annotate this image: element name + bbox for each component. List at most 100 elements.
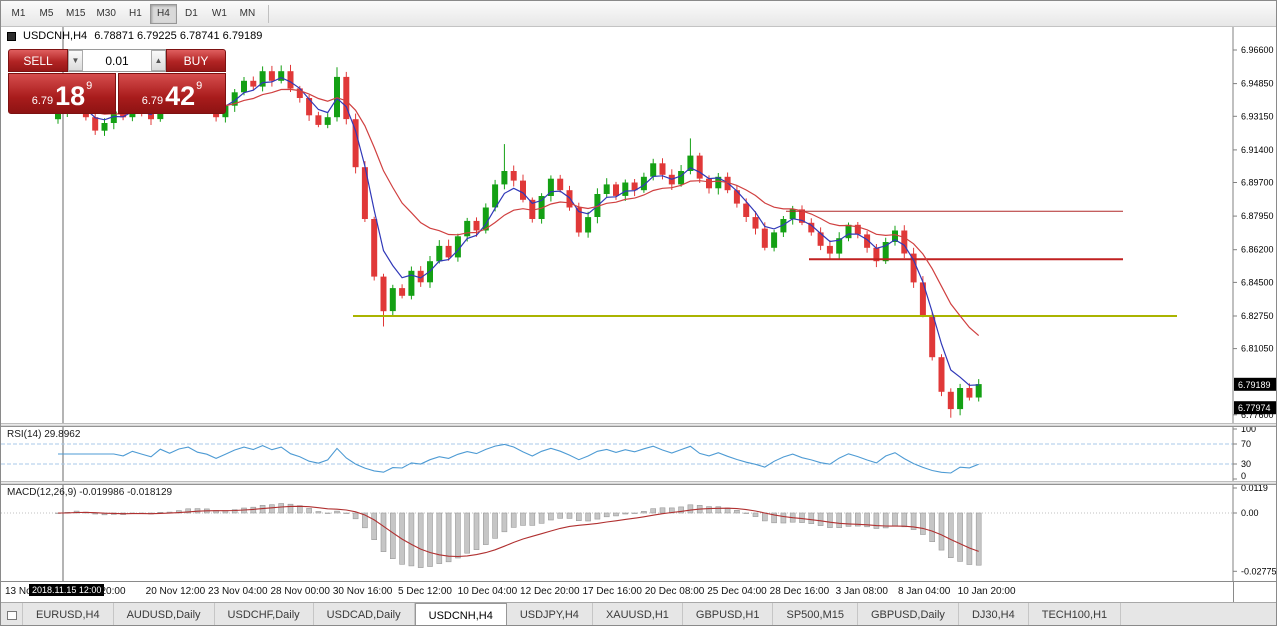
candle-body <box>250 80 257 87</box>
tab-xauusd-h1[interactable]: XAUUSD,H1 <box>593 603 683 625</box>
candle-body <box>259 71 266 87</box>
candle-body <box>780 219 787 233</box>
macd-bar <box>510 512 517 528</box>
volume-input[interactable] <box>83 50 151 71</box>
macd-bar <box>687 504 694 514</box>
price-axis-label: 6.91400 <box>1241 145 1274 155</box>
macd-bar <box>947 512 954 559</box>
panel-splitter[interactable] <box>1 481 1276 485</box>
volume-down-icon[interactable]: ▼ <box>68 50 83 71</box>
candle-body <box>947 391 954 410</box>
time-axis-label: 13 Nov <box>5 586 37 597</box>
candle-body <box>817 232 824 246</box>
macd-bar <box>622 512 629 515</box>
candle-body <box>622 182 629 196</box>
macd-bar <box>585 512 591 522</box>
buy-price-button[interactable]: 6.79 42 9 <box>118 73 226 114</box>
candle-body <box>808 222 815 233</box>
time-axis-label: 8 Jan 04:00 <box>898 586 951 597</box>
buy-button[interactable]: BUY <box>166 49 226 72</box>
candle-body <box>529 199 536 219</box>
fast-ma-line <box>57 76 979 386</box>
tab-gbpusd-daily[interactable]: GBPUSD,Daily <box>858 603 959 625</box>
time-axis-label: 10 Dec 04:00 <box>457 586 518 597</box>
timeframe-button-m30[interactable]: M30 <box>96 8 116 19</box>
macd-bar <box>445 512 452 563</box>
price-axis-label: 6.89700 <box>1241 178 1274 188</box>
sell-button[interactable]: SELL <box>8 49 68 72</box>
candle-body <box>966 388 973 398</box>
price-badge-text: 6.79189 <box>1238 380 1271 390</box>
tab-gbpusd-h1[interactable]: GBPUSD,H1 <box>683 603 774 625</box>
tab-usdchf-daily[interactable]: USDCHF,Daily <box>215 603 314 625</box>
candle-body <box>585 217 592 233</box>
candle-body <box>148 111 154 120</box>
sell-price-button[interactable]: 6.79 18 9 <box>8 73 116 114</box>
panel-splitter[interactable] <box>1 423 1276 427</box>
macd-axis-label: 0.00 <box>1241 508 1259 518</box>
macd-bar <box>417 512 424 568</box>
candle-body <box>789 209 796 219</box>
crosshair-time-label: 2018.11.15 12:00 <box>29 584 105 596</box>
timeframe-button-h4[interactable]: H4 <box>149 3 177 24</box>
macd-bar <box>743 512 750 514</box>
macd-bar <box>975 512 982 566</box>
candle-body <box>733 190 740 204</box>
timeframe-button-w1[interactable]: W1 <box>211 8 227 19</box>
rsi-chart[interactable]: 100 70 30 0 <box>1 427 1277 481</box>
chart-ohlc-values: 6.78871 6.79225 6.78741 6.79189 <box>94 30 263 42</box>
candle-body <box>640 176 647 191</box>
tab-sp500-m15[interactable]: SP500,M15 <box>773 603 858 625</box>
tab-tech100-h1[interactable]: TECH100,H1 <box>1029 603 1122 625</box>
tab-usdcad-daily[interactable]: USDCAD,Daily <box>314 603 415 625</box>
sell-price-sup: 9 <box>86 80 93 92</box>
candle-body <box>975 384 982 398</box>
candle-body <box>650 163 657 177</box>
tab-audusd-daily[interactable]: AUDUSD,Daily <box>114 603 215 625</box>
candle-body <box>631 182 638 191</box>
candle-body <box>799 209 805 223</box>
macd-signal-line <box>57 505 979 558</box>
candle-body <box>575 207 582 233</box>
tab-eurusd-h4[interactable]: EURUSD,H4 <box>23 603 114 625</box>
time-axis-label: 12 Dec 20:00 <box>520 586 580 597</box>
tab-usdjpy-h4[interactable]: USDJPY,H4 <box>507 603 593 625</box>
time-axis-label: 28 Nov 00:00 <box>270 586 330 597</box>
macd-bar <box>408 512 415 567</box>
timeframe-button-h1[interactable]: H1 <box>129 8 142 19</box>
macd-chart[interactable]: 0.0119 0.00 -0.027754 <box>1 485 1277 581</box>
tab-scroll-button[interactable] <box>1 603 23 625</box>
candle-body <box>241 80 247 93</box>
candle-body <box>501 171 508 185</box>
timeframe-button-m5[interactable]: M5 <box>39 8 54 19</box>
candle-body <box>278 71 285 81</box>
buy-price-prefix: 6.79 <box>141 95 164 107</box>
price-axis-label: 6.87950 <box>1241 211 1274 221</box>
macd-bar <box>538 512 545 524</box>
chart-header: USDCNH,H4 6.78871 6.79225 6.78741 6.7918… <box>7 30 262 42</box>
candle-body <box>92 117 99 131</box>
timeframe-button-m1[interactable]: M1 <box>11 8 26 19</box>
macd-bar <box>315 511 322 514</box>
macd-bar <box>920 512 926 535</box>
volume-up-icon[interactable]: ▲ <box>151 50 166 71</box>
volume-stepper: ▼ ▲ <box>68 49 166 72</box>
tab-usdcnh-h4[interactable]: USDCNH,H4 <box>414 603 507 625</box>
timeframe-button-m15[interactable]: M15 <box>66 8 86 19</box>
time-axis-label: 28 Dec 16:00 <box>769 586 830 597</box>
candle-body <box>492 184 499 208</box>
candle-body <box>464 220 471 237</box>
macd-bar <box>873 512 880 529</box>
time-axis-label: 20 Dec 08:00 <box>644 586 705 597</box>
tab-dj30-h4[interactable]: DJ30,H4 <box>959 603 1029 625</box>
timeframe-button-d1[interactable]: D1 <box>185 8 198 19</box>
macd-bar <box>845 512 852 527</box>
macd-bar <box>882 512 889 529</box>
time-axis-label: 5 Dec 12:00 <box>398 586 452 597</box>
candle-body <box>603 184 610 194</box>
macd-bar <box>492 512 498 539</box>
symbol-icon <box>7 31 16 41</box>
macd-bar <box>938 512 945 551</box>
candle-body <box>678 171 685 185</box>
timeframe-button-mn[interactable]: MN <box>239 8 256 19</box>
